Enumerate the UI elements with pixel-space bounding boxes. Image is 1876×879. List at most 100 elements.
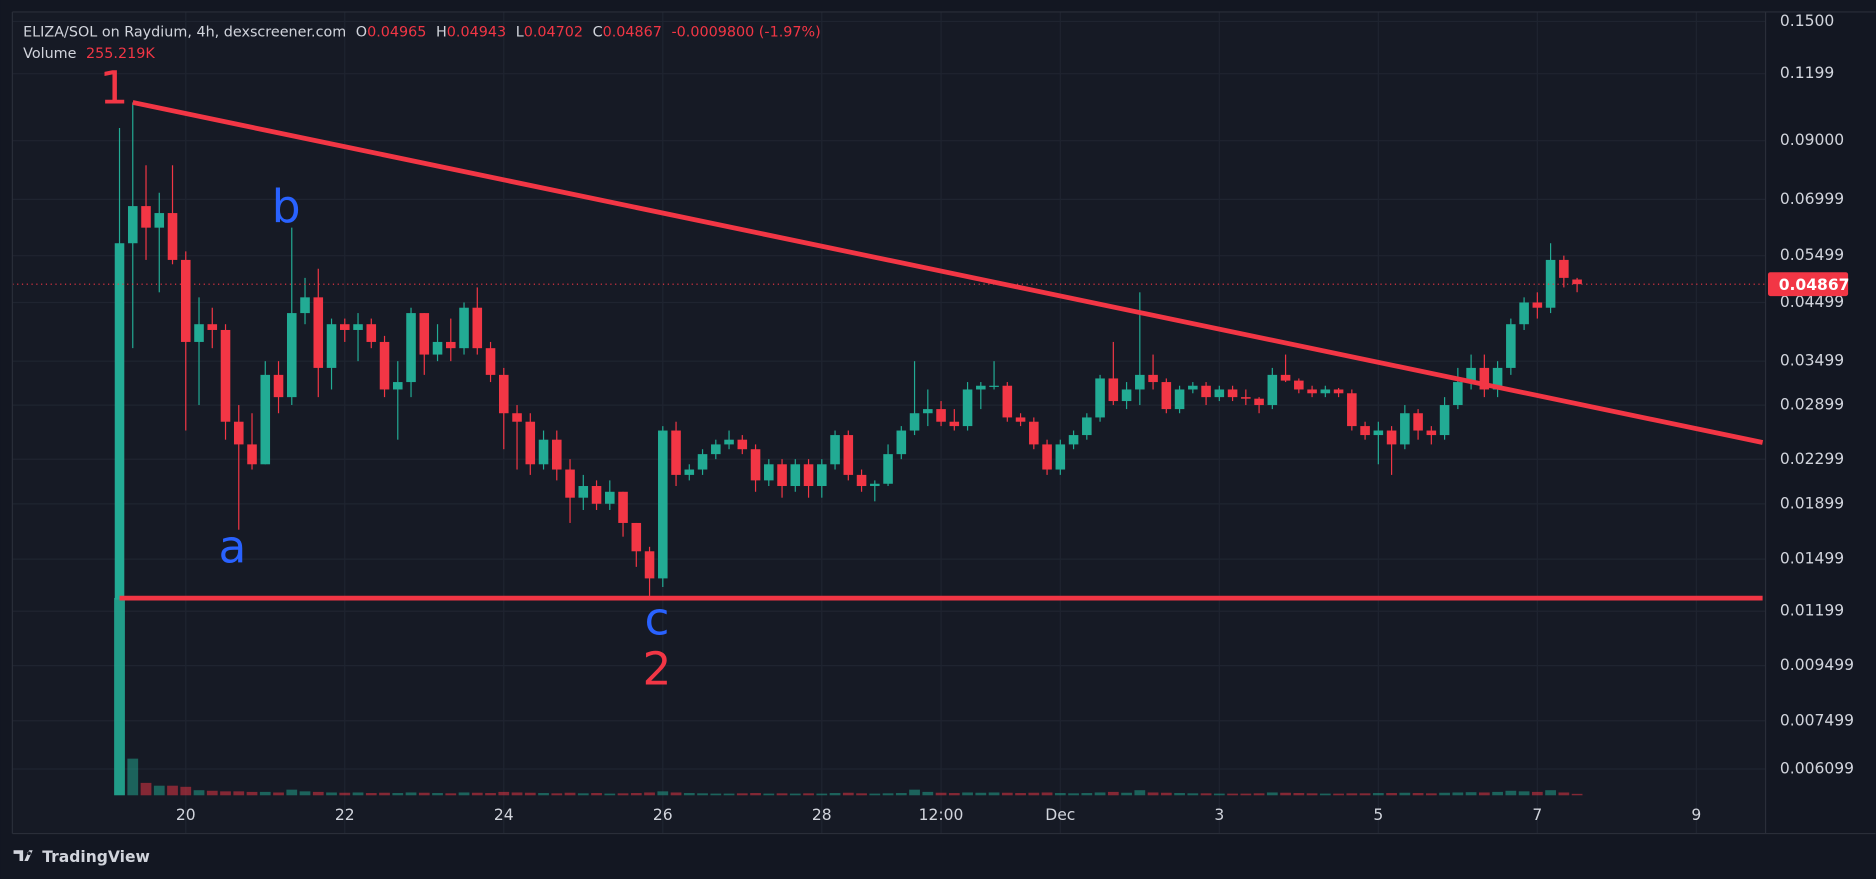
volume-bar <box>670 792 682 796</box>
candle-body <box>353 324 363 330</box>
candle-body <box>1108 378 1119 402</box>
volume-bar <box>1505 790 1517 796</box>
volume-bar <box>1160 792 1172 796</box>
candle-body <box>1479 367 1490 390</box>
candle-body <box>379 341 390 390</box>
ohlc-key: O <box>356 24 367 40</box>
volume-bar <box>1266 792 1278 796</box>
volume-bar <box>299 791 311 796</box>
candle-body <box>1241 397 1251 399</box>
candle-body <box>764 464 774 481</box>
volume-bar <box>948 793 960 796</box>
volume-bar <box>591 793 602 796</box>
volume-bar <box>365 793 377 796</box>
volume-bar <box>246 791 258 796</box>
candle-body <box>1545 259 1556 308</box>
candle-body <box>459 307 469 349</box>
candle-body <box>909 413 920 431</box>
candle-body <box>962 389 973 427</box>
volume-key: Volume <box>23 46 77 62</box>
candle-body <box>1201 385 1211 398</box>
ohlc-value: 0.04867 <box>603 24 662 40</box>
candle-body <box>1174 389 1185 410</box>
candle-body <box>300 297 310 314</box>
candle-body <box>220 329 231 422</box>
volume-bar <box>352 792 364 796</box>
legend-header: ELIZA/SOL on Raydium, 4h, dexscreener.co… <box>23 24 821 62</box>
candle-body <box>1360 426 1370 436</box>
y-tick-label: 0.007499 <box>1780 711 1854 729</box>
ohlc-value: 0.04965 <box>367 24 426 40</box>
candle-body <box>1095 378 1105 418</box>
volume-bar <box>418 792 430 796</box>
trendline <box>132 100 1764 445</box>
candle-body <box>936 409 946 422</box>
candle-body <box>286 313 297 398</box>
volume-bar <box>922 791 934 796</box>
logo-icon <box>13 850 33 862</box>
candle-body <box>1506 324 1516 368</box>
candle-body <box>552 439 562 470</box>
candle-body <box>1294 380 1304 390</box>
volume-bar <box>326 792 337 796</box>
candle-body <box>260 374 271 465</box>
last-price-label: 0.04867 <box>1779 276 1850 294</box>
candle-body <box>989 385 999 387</box>
candle-body <box>180 259 191 342</box>
volume-bar <box>1253 793 1265 796</box>
y-tick-label: 0.04499 <box>1780 293 1844 311</box>
volume-bar <box>856 793 867 796</box>
candle-body <box>790 464 801 487</box>
x-tick-label: 20 <box>176 806 196 824</box>
candle-body <box>711 444 721 455</box>
candle-body <box>578 486 589 498</box>
volume-bar <box>1174 793 1185 796</box>
candle-body <box>976 385 986 390</box>
candle-body <box>247 444 257 465</box>
axes: 0.1500 0.1199 0.09000 0.06999 0.05499 0.04499… <box>176 12 1854 824</box>
candle-body <box>1148 374 1158 383</box>
candle-body <box>618 491 628 523</box>
y-tick-label: 0.06999 <box>1780 190 1844 208</box>
brand-logo[interactable]: TradingView <box>13 848 150 866</box>
candle-body <box>1572 279 1582 285</box>
volume-bar <box>471 792 483 796</box>
volume-bar <box>127 758 139 796</box>
candle-body <box>883 454 893 484</box>
volume-bar <box>233 791 245 796</box>
candle-body <box>472 307 483 349</box>
wave-label: a <box>218 521 246 574</box>
volume-bar <box>935 792 947 796</box>
candle-body <box>485 348 496 375</box>
volume-bar <box>1213 793 1225 796</box>
candle-body <box>684 469 695 475</box>
candle-body <box>1453 382 1463 406</box>
candle-body <box>419 313 430 355</box>
candle-body <box>777 464 787 487</box>
candle-body <box>1347 393 1357 427</box>
x-tick-label: 24 <box>494 806 514 824</box>
y-tick-label: 0.02899 <box>1780 396 1844 414</box>
change-value: -0.0009800 (-1.97%) <box>672 24 821 40</box>
volume-bar <box>206 790 218 796</box>
volume-bar <box>842 792 854 796</box>
candle-body <box>1121 389 1132 402</box>
volume-bar <box>1439 792 1450 796</box>
candle-body <box>1029 421 1039 445</box>
candle-body <box>1466 367 1476 383</box>
volume-bar <box>1240 793 1252 796</box>
volume-bar <box>1227 793 1238 796</box>
volume-bar <box>1333 793 1344 796</box>
volume-bar <box>909 789 920 796</box>
candle-body <box>1188 385 1198 390</box>
candle-body <box>817 464 827 487</box>
ohlc-value: 0.04702 <box>524 24 583 40</box>
volume-bar <box>339 792 351 796</box>
candle-body <box>538 439 549 465</box>
x-tick-label: 28 <box>812 806 832 824</box>
volume-bar <box>657 791 669 796</box>
candle-body <box>167 213 178 260</box>
volume-bar <box>577 793 589 796</box>
candle-body <box>114 243 125 600</box>
